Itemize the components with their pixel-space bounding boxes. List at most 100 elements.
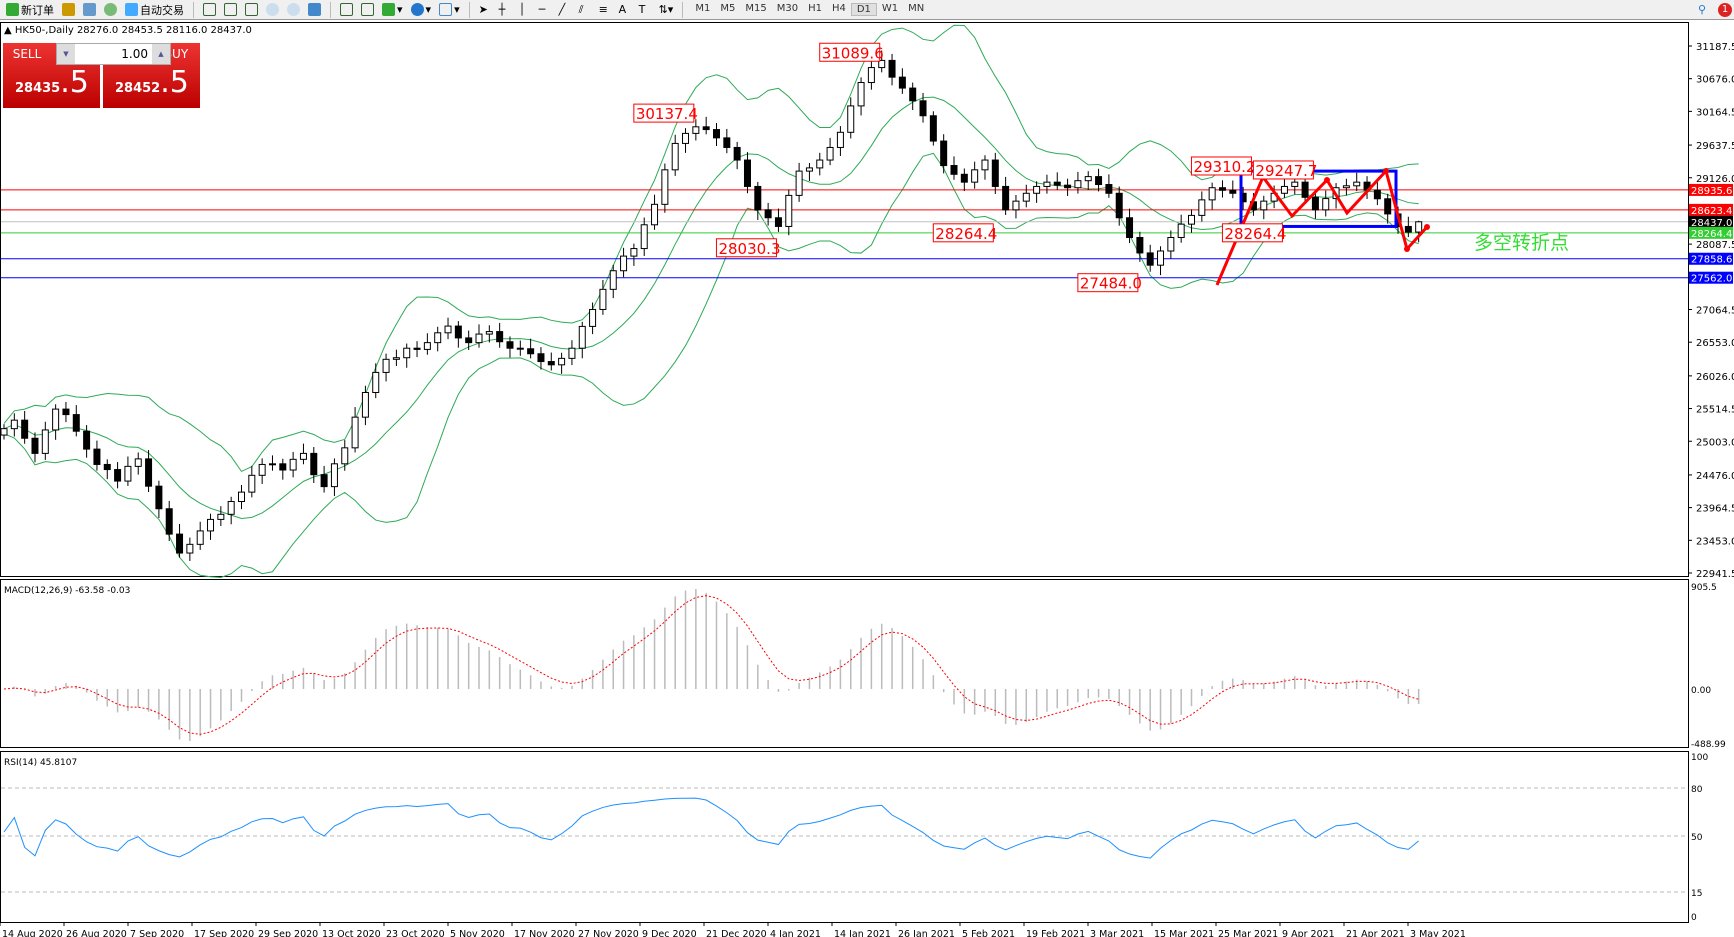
lot-size-input[interactable]: 1.00 xyxy=(121,47,148,61)
timeframe-m15[interactable]: M15 xyxy=(745,3,767,14)
bar-chart-button[interactable] xyxy=(201,2,218,18)
candle-body xyxy=(661,169,669,205)
search-icon[interactable]: ⚲ xyxy=(1698,3,1707,16)
macd-panel-frame xyxy=(0,579,1689,748)
autoscroll-button[interactable] xyxy=(338,2,355,18)
signals-button[interactable] xyxy=(102,2,119,18)
crosshair-tool[interactable]: ┼ xyxy=(498,3,506,16)
cursor-tool[interactable]: ➤ xyxy=(478,3,488,16)
lot-size-stepper[interactable]: ▼ 1.00 ▲ xyxy=(56,43,171,65)
candle-body xyxy=(1322,198,1330,211)
candle-body xyxy=(609,270,617,290)
notification-badge[interactable]: 1 xyxy=(1716,2,1734,18)
candle-body xyxy=(1229,189,1237,194)
symbol-header: ▲ HK50-,Daily 28276.0 28453.5 28116.0 28… xyxy=(4,25,252,36)
candle-chart-button[interactable] xyxy=(222,2,239,18)
text-tool[interactable]: A xyxy=(618,3,627,16)
strategy-tester-button[interactable] xyxy=(81,2,98,18)
timeframe-m1[interactable]: M1 xyxy=(695,3,711,14)
zoom-in-button[interactable] xyxy=(264,2,281,18)
timeframe-bar: M1 M5 M15 M30 H1 H4 D1 W1 MN xyxy=(690,3,929,16)
horizontal-line-tool[interactable]: ─ xyxy=(538,3,546,16)
candle-body xyxy=(165,508,173,535)
trendline-tool[interactable]: ╱ xyxy=(558,3,566,16)
lot-increase-button[interactable]: ▲ xyxy=(152,44,170,64)
price-level-label: 27858.6 xyxy=(1691,255,1732,266)
line-chart-icon xyxy=(245,3,258,16)
candle-body xyxy=(836,131,844,148)
candle-body xyxy=(1384,198,1392,215)
candle-body xyxy=(268,463,276,466)
chart-canvas[interactable]: 31187.5 30676.0 30164.5 29637.5 29126.0 28087… xyxy=(0,21,1734,937)
channel-tool[interactable]: ⫽ xyxy=(578,2,584,16)
candle-body xyxy=(991,159,999,187)
candle-body xyxy=(1012,200,1020,211)
chart-shift-button[interactable] xyxy=(359,2,376,18)
market-watch-button[interactable] xyxy=(60,2,77,18)
price-annotation: 28264.4 xyxy=(1224,225,1286,243)
candle-body xyxy=(702,126,710,131)
candle-body xyxy=(1353,181,1361,187)
arrows-tool[interactable]: ⇅▾ xyxy=(658,3,674,16)
chart-shift-icon xyxy=(361,3,374,16)
timeframe-m5[interactable]: M5 xyxy=(720,3,736,14)
date-tick-label: 19 Feb 2021 xyxy=(1026,929,1085,937)
timeframe-h1[interactable]: H1 xyxy=(808,3,822,14)
date-tick-label: 26 Jan 2021 xyxy=(898,929,955,937)
candle-body xyxy=(1301,181,1309,198)
candle-body xyxy=(568,347,576,359)
timeframe-m30[interactable]: M30 xyxy=(776,3,799,14)
timeframe-w1[interactable]: W1 xyxy=(881,3,899,14)
price-level-badge xyxy=(1689,215,1733,228)
date-tick-label: 21 Apr 2021 xyxy=(1346,929,1405,937)
date-tick-label: 29 Sep 2020 xyxy=(258,929,318,937)
buy-button[interactable]: BUY 28452.5 xyxy=(103,43,200,108)
price-annotation: 28264.4 xyxy=(935,225,997,243)
date-tick-label: 26 Aug 2020 xyxy=(66,929,127,937)
new-order-icon xyxy=(6,3,19,16)
candle-body xyxy=(330,463,338,488)
timeframe-h4[interactable]: H4 xyxy=(831,3,846,14)
timeframe-d1[interactable]: D1 xyxy=(850,3,877,16)
lot-decrease-button[interactable]: ▼ xyxy=(57,44,75,64)
candle-body xyxy=(640,224,648,250)
line-chart-button[interactable] xyxy=(243,2,260,18)
price-tick-label: 22941.5 xyxy=(1696,569,1734,580)
sell-button[interactable]: SELL 28435.5 xyxy=(3,43,100,108)
date-tick-label: 27 Nov 2020 xyxy=(578,929,639,937)
tile-windows-button[interactable] xyxy=(306,2,323,18)
price-tick-label: 26026.0 xyxy=(1696,372,1734,383)
candle-body xyxy=(258,463,266,476)
fibonacci-tool[interactable]: ≡ xyxy=(598,3,608,16)
candle-body xyxy=(578,325,586,349)
candle-body xyxy=(847,105,855,133)
label-tool[interactable]: T xyxy=(638,3,646,16)
arrow-head xyxy=(1383,168,1389,174)
candle-body xyxy=(805,167,813,172)
clock-icon xyxy=(410,3,424,16)
timeframe-mn[interactable]: MN xyxy=(908,3,925,14)
indicators-button[interactable]: ▾ xyxy=(380,2,405,18)
candle-body xyxy=(114,469,122,482)
candle-body xyxy=(743,159,751,187)
candle-body xyxy=(547,361,555,366)
zoom-out-button[interactable] xyxy=(285,2,302,18)
date-tick-label: 13 Oct 2020 xyxy=(322,929,381,937)
bollinger-upper xyxy=(3,24,1419,473)
candle-body xyxy=(599,288,607,310)
macd-signal-line xyxy=(3,595,1419,735)
candle-body xyxy=(444,325,452,334)
candle-body xyxy=(103,463,111,471)
candle-body xyxy=(537,353,545,363)
new-order-button[interactable]: 新订单 xyxy=(4,2,56,18)
candle-body xyxy=(774,217,782,227)
templates-button[interactable]: ▾ xyxy=(437,2,462,18)
zoom-in-icon xyxy=(266,3,279,16)
price-tick-label: 28087.5 xyxy=(1696,240,1734,251)
price-level-badge xyxy=(1689,203,1733,216)
auto-trading-button[interactable]: 自动交易 xyxy=(123,2,186,18)
vertical-line-tool[interactable]: │ xyxy=(518,3,526,16)
periods-button[interactable]: ▾ xyxy=(409,2,434,18)
arrow-head xyxy=(1404,246,1410,252)
candle-body xyxy=(227,501,235,515)
